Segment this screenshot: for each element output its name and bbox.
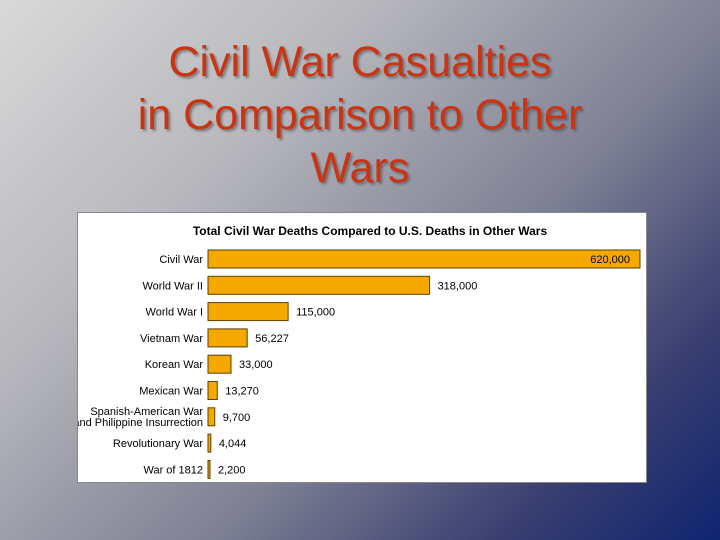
chart-title: Total Civil War Deaths Compared to U.S. …: [193, 224, 548, 238]
chart-panel: Total Civil War Deaths Compared to U.S. …: [77, 212, 647, 483]
bar-2: [207, 302, 289, 322]
value-label-7: 4,044: [219, 438, 247, 450]
value-label-1: 318,000: [438, 280, 478, 292]
value-label-8: 2,200: [218, 464, 246, 476]
value-label-0: 620,000: [590, 254, 630, 266]
value-label-5: 13,270: [225, 386, 259, 398]
category-label-2: World War I: [146, 307, 203, 319]
category-label-4: Korean War: [145, 359, 204, 371]
slide-title-line-3: Wars: [310, 144, 410, 192]
category-label-7: Revolutionary War: [113, 438, 203, 450]
category-label-1: World War II: [142, 280, 203, 292]
slide-title-line-2: in Comparison to Other: [137, 91, 583, 139]
bar-7: [207, 433, 212, 453]
category-label-3: Vietnam War: [140, 333, 203, 345]
bar-4: [207, 354, 232, 374]
category-label-0: Civil War: [159, 254, 203, 266]
value-label-6: 9,700: [223, 412, 251, 424]
category-label-5: Mexican War: [139, 386, 203, 398]
bar-3: [207, 328, 248, 348]
bar-8: [207, 459, 211, 479]
bar-5: [207, 381, 218, 400]
category-label-8: War of 1812: [143, 464, 203, 476]
value-label-3: 56,227: [255, 333, 289, 345]
slide-title-line-1: Civil War Casualties: [168, 38, 552, 86]
bar-6: [207, 407, 216, 427]
category-label-6: Spanish-American War and Philippine Insur…: [78, 406, 203, 429]
bar-chart: Total Civil War Deaths Compared to U.S. …: [78, 224, 641, 479]
value-label-4: 33,000: [239, 359, 273, 371]
bar-0: [207, 249, 641, 269]
value-label-2: 115,000: [296, 307, 335, 319]
bar-1: [207, 275, 431, 295]
slide-title: Civil War Casualties in Comparison to Ot…: [20, 36, 700, 195]
chart-marks: Civil War 620,000 World War II 318,000 World…: [78, 249, 641, 479]
